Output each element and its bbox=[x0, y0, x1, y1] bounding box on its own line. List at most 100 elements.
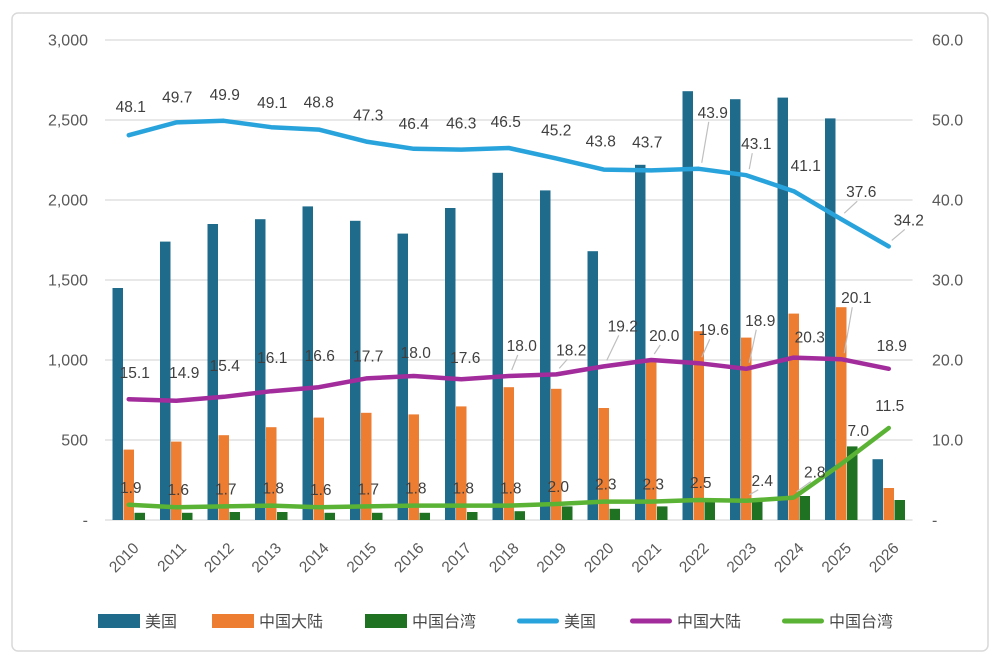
bar-cn-bar-2022 bbox=[693, 331, 704, 520]
left-axis-tick-label: - bbox=[83, 513, 88, 530]
data-label-tw-line-2024: 2.8 bbox=[804, 465, 826, 482]
data-label-tw-line-2015: 1.7 bbox=[357, 481, 379, 498]
bar-us-bar-2011 bbox=[160, 241, 171, 520]
bar-tw-bar-2011 bbox=[182, 512, 193, 520]
bar-cn-bar-2011 bbox=[171, 441, 182, 520]
labels-us-line: 48.1 49.7 49.9 49.1 48.8 47.3 46.4 46.3 46.5 45.2… bbox=[116, 87, 924, 241]
line-us-line bbox=[126, 118, 891, 249]
right-axis-tick-label: 20.0 bbox=[932, 353, 963, 370]
bar-tw-bar-2021 bbox=[657, 506, 668, 520]
data-label-us-line-2012: 49.9 bbox=[210, 87, 240, 104]
bar-tw-bar-2023 bbox=[752, 500, 763, 520]
data-label-cn-line-2017: 17.6 bbox=[450, 350, 480, 367]
bar-us-bar-2024 bbox=[777, 97, 788, 520]
data-label-us-line-2011: 49.7 bbox=[162, 89, 192, 106]
label-leader-line bbox=[511, 354, 519, 371]
bar-tw-bar-2024 bbox=[799, 496, 810, 520]
line-tw-line bbox=[126, 425, 891, 510]
right-axis-tick-label: 60.0 bbox=[932, 33, 963, 50]
data-label-us-line-2021: 43.7 bbox=[632, 134, 662, 151]
legend-label: 中国大陆 bbox=[259, 613, 323, 631]
label-leader-line bbox=[748, 153, 753, 170]
legend-bar-swatch bbox=[212, 614, 254, 628]
data-label-cn-line-2010: 15.1 bbox=[120, 365, 150, 382]
label-leader-line bbox=[748, 489, 759, 496]
data-label-tw-line-2010: 1.9 bbox=[120, 480, 142, 497]
data-label-cn-line-2011: 14.9 bbox=[169, 365, 199, 382]
data-label-tw-line-2011: 1.6 bbox=[167, 482, 189, 499]
bar-series-cn-bar bbox=[123, 307, 894, 520]
left-axis-tick-label: 2,500 bbox=[48, 113, 88, 130]
legend-bar-swatch bbox=[98, 614, 140, 628]
data-label-cn-line-2015: 17.7 bbox=[353, 348, 383, 365]
data-label-cn-line-2023: 18.9 bbox=[745, 313, 775, 330]
label-leader-line bbox=[606, 335, 620, 361]
bar-cn-bar-2017 bbox=[456, 406, 467, 520]
right-axis-tick-label: 40.0 bbox=[932, 193, 963, 210]
labels-tw-line: 1.9 1.6 1.7 1.8 1.6 1.7 1.8 1.8 1.8 2.0 2.3 2.3 2.5 2… bbox=[120, 398, 904, 499]
bar-tw-bar-2020 bbox=[609, 508, 620, 520]
line-series-cn-line bbox=[126, 355, 891, 404]
line-cn-line bbox=[126, 355, 891, 404]
bar-us-bar-2014 bbox=[302, 206, 313, 520]
legend: 美国 中国大陆 中国台湾 美国 中国大陆 中国台湾 bbox=[98, 613, 893, 631]
data-label-tw-line-2025: 7.0 bbox=[847, 423, 869, 440]
data-label-cn-line-2019: 18.2 bbox=[556, 342, 586, 359]
label-leader-line bbox=[748, 329, 757, 363]
bar-cn-bar-2023 bbox=[741, 337, 752, 520]
left-axis: 3,000 2,500 2,000 1,500 1,000 500 - bbox=[48, 33, 88, 530]
bar-tw-bar-2013 bbox=[277, 512, 288, 520]
bar-tw-bar-2012 bbox=[229, 512, 240, 520]
data-label-cn-line-2024: 20.3 bbox=[795, 330, 825, 347]
bar-us-bar-2013 bbox=[255, 219, 266, 520]
left-axis-tick-label: 1,000 bbox=[48, 353, 88, 370]
label-leader-line bbox=[558, 359, 568, 369]
data-label-cn-line-2020: 19.2 bbox=[608, 318, 638, 335]
data-label-cn-line-2025: 20.1 bbox=[841, 290, 871, 307]
bar-tw-bar-2010 bbox=[134, 512, 145, 520]
data-label-tw-line-2016: 1.8 bbox=[405, 481, 427, 498]
legend-label: 美国 bbox=[145, 613, 177, 631]
data-label-tw-line-2012: 1.7 bbox=[215, 481, 237, 498]
label-leader-line bbox=[701, 121, 710, 163]
legend-line-swatch bbox=[630, 618, 672, 624]
legend-line-swatch bbox=[517, 618, 559, 624]
legend-item-bar-2: 中国台湾 bbox=[365, 613, 476, 631]
bar-tw-bar-2016 bbox=[419, 512, 430, 520]
bar-us-bar-2021 bbox=[635, 164, 646, 521]
label-leader-line bbox=[891, 228, 906, 241]
data-label-us-line-2025: 37.6 bbox=[846, 184, 876, 201]
data-label-cn-line-2012: 15.4 bbox=[210, 358, 241, 375]
legend-label: 美国 bbox=[564, 613, 596, 631]
left-axis-tick-label: 3,000 bbox=[48, 33, 88, 50]
bar-tw-bar-2014 bbox=[324, 512, 335, 520]
data-label-tw-line-2020: 2.3 bbox=[595, 477, 617, 494]
bar-cn-bar-2015 bbox=[361, 412, 372, 520]
data-label-cn-line-2021: 20.0 bbox=[649, 328, 680, 345]
label-leader-line bbox=[843, 307, 853, 354]
bar-cn-bar-2018 bbox=[503, 387, 514, 520]
right-axis: 60.0 50.0 40.0 30.0 20.0 10.0 - bbox=[932, 33, 963, 530]
bar-cn-bar-2014 bbox=[313, 417, 324, 520]
data-label-cn-line-2016: 18.0 bbox=[401, 345, 432, 362]
bar-us-bar-2019 bbox=[540, 190, 551, 520]
legend-label: 中国大陆 bbox=[677, 613, 741, 631]
data-label-us-line-2013: 49.1 bbox=[257, 95, 287, 112]
line-series-us-line bbox=[126, 118, 891, 249]
data-label-us-line-2022: 43.9 bbox=[698, 105, 728, 122]
legend-label: 中国台湾 bbox=[412, 613, 476, 631]
data-label-us-line-2015: 47.3 bbox=[353, 108, 383, 125]
bar-series-tw-bar bbox=[134, 446, 905, 520]
data-label-tw-line-2019: 2.0 bbox=[547, 479, 569, 496]
label-leader-line bbox=[843, 200, 858, 214]
legend-line-swatch bbox=[782, 618, 824, 624]
bar-us-bar-2015 bbox=[350, 220, 361, 521]
data-label-tw-line-2023: 2.4 bbox=[751, 473, 773, 490]
right-axis-tick-label: - bbox=[932, 513, 937, 530]
bar-tw-bar-2026 bbox=[894, 500, 905, 520]
bar-us-bar-2022 bbox=[682, 91, 693, 520]
right-axis-tick-label: 30.0 bbox=[932, 273, 963, 290]
data-label-cn-line-2014: 16.6 bbox=[305, 348, 335, 365]
bar-cn-bar-2021 bbox=[646, 360, 657, 520]
bar-cn-bar-2019 bbox=[551, 388, 562, 520]
